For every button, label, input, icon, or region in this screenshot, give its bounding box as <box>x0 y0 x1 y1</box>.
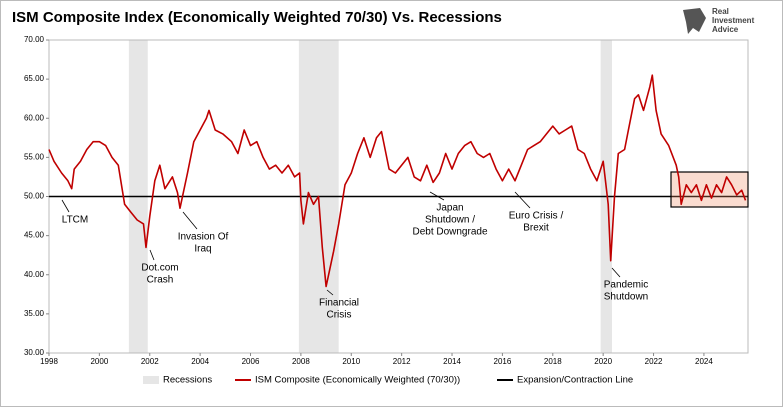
annotation: Iraq <box>194 244 211 255</box>
legend-label: Expansion/Contraction Line <box>517 375 633 386</box>
annotation: Invasion Of <box>178 232 229 243</box>
annotation: Japan <box>436 203 463 214</box>
legend-swatch <box>143 376 159 384</box>
y-tick-label: 40.00 <box>24 270 45 279</box>
annotation: Crisis <box>327 310 352 321</box>
y-tick-label: 55.00 <box>24 152 45 161</box>
chart-title: ISM Composite Index (Economically Weight… <box>12 9 502 26</box>
annotation: Crash <box>147 275 174 286</box>
logo-icon <box>683 8 706 34</box>
annotation-leader <box>149 249 155 261</box>
annotation-leader <box>514 191 531 209</box>
y-tick-label: 35.00 <box>24 309 45 318</box>
x-tick-label: 2020 <box>594 357 612 366</box>
y-tick-label: 65.00 <box>24 74 45 83</box>
x-tick-label: 2002 <box>141 357 159 366</box>
annotation: Shutdown <box>604 292 648 303</box>
x-tick-label: 2016 <box>494 357 512 366</box>
logo-text: Advice <box>712 25 739 34</box>
y-tick-label: 70.00 <box>24 35 45 44</box>
annotation-leader <box>326 289 334 296</box>
x-tick-label: 2000 <box>90 357 108 366</box>
annotation: LTCM <box>62 215 88 226</box>
logo-text: Real <box>712 7 729 16</box>
x-tick-label: 2010 <box>342 357 360 366</box>
highlight-box <box>670 171 749 208</box>
annotation-leader <box>611 267 621 278</box>
x-tick-label: 2004 <box>191 357 209 366</box>
x-tick-label: 2024 <box>695 357 713 366</box>
x-tick-label: 2014 <box>443 357 461 366</box>
annotation: Brexit <box>523 223 549 234</box>
y-tick-label: 30.00 <box>24 348 45 357</box>
y-tick-label: 50.00 <box>24 192 45 201</box>
y-tick-label: 45.00 <box>24 231 45 240</box>
x-tick-label: 2022 <box>645 357 663 366</box>
legend-label: Recessions <box>163 375 212 386</box>
annotation-leader <box>61 199 70 213</box>
annotation-leader <box>182 211 198 230</box>
x-tick-label: 2018 <box>544 357 562 366</box>
legend-label: ISM Composite (Economically Weighted (70… <box>255 375 460 386</box>
logo-text: Investment <box>712 16 755 25</box>
annotation: Financial <box>319 298 359 309</box>
annotation: Pandemic <box>604 280 648 291</box>
x-tick-label: 2006 <box>242 357 260 366</box>
annotation: Debt Downgrade <box>412 227 487 238</box>
series-line <box>48 74 747 288</box>
x-tick-label: 2008 <box>292 357 310 366</box>
annotation: Shutdown / <box>425 215 475 226</box>
annotation: Dot.com <box>141 263 178 274</box>
annotation: Euro Crisis / <box>509 211 564 222</box>
y-tick-label: 60.00 <box>24 113 45 122</box>
annotation-leader <box>429 191 445 201</box>
x-tick-label: 2012 <box>393 357 411 366</box>
x-tick-label: 1998 <box>40 357 58 366</box>
